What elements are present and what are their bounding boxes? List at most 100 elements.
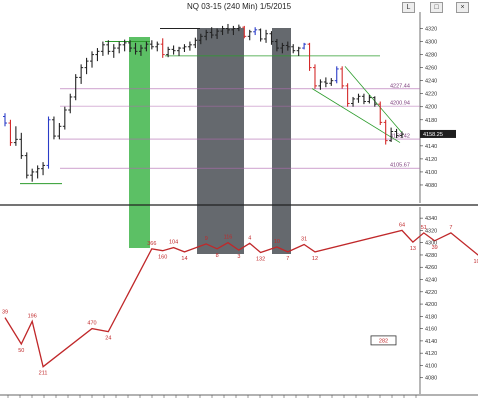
- price-bar: [111, 44, 116, 58]
- price-bar: [242, 25, 247, 39]
- zigzag-line: [4, 229, 478, 368]
- price-bar: [253, 27, 258, 36]
- y-tick-label: 4320: [425, 27, 437, 33]
- price-bar: [198, 33, 203, 45]
- price-bar: [117, 41, 122, 54]
- maximize-icon[interactable]: □: [430, 2, 443, 13]
- price-bar: [215, 28, 220, 39]
- y-tick-label: 4200: [425, 302, 437, 308]
- y-tick-label: 4260: [425, 265, 437, 271]
- price-bar: [95, 48, 100, 62]
- price-bar: [144, 41, 149, 52]
- chart-window-title: NQ 03-15 (240 Min) 1/5/2015: [186, 2, 292, 11]
- price-bar: [258, 28, 263, 42]
- price-bar: [133, 42, 138, 55]
- boxed-label-frame: [370, 335, 397, 346]
- y-tick-label: 4320: [425, 228, 437, 234]
- price-bar: [193, 37, 198, 49]
- price-bar: [171, 45, 176, 55]
- zigzag-label: 64: [399, 222, 405, 228]
- price-bar: [394, 128, 399, 139]
- y-tick-label: 4100: [425, 363, 437, 369]
- price-bar: [79, 64, 84, 84]
- price-bar: [351, 96, 356, 107]
- price-bar: [122, 39, 127, 52]
- price-bar: [128, 40, 133, 52]
- price-bar: [323, 77, 328, 88]
- price-bar: [46, 116, 51, 169]
- price-bar: [149, 40, 154, 50]
- price-bar: [24, 152, 29, 179]
- y-tick-label: 4080: [425, 376, 437, 382]
- price-bar: [264, 29, 269, 43]
- price-bar: [51, 116, 56, 140]
- price-bar: [106, 40, 111, 55]
- price-bar: [247, 29, 252, 41]
- gray-zone-right: [272, 28, 291, 254]
- y-tick-label: 4340: [425, 216, 437, 222]
- price-bar: [177, 46, 182, 56]
- price-bar: [361, 93, 366, 105]
- y-tick-label: 4280: [425, 53, 437, 59]
- top-price-axis: 4080410041204140416041804200422042404260…: [420, 27, 437, 189]
- y-tick-label: 4080: [425, 183, 437, 189]
- price-bar: [329, 78, 334, 86]
- price-bar: [62, 106, 67, 130]
- y-tick-label: 4180: [425, 118, 437, 124]
- channel-upper: [344, 66, 403, 134]
- price-bar: [383, 119, 388, 145]
- zigzag-label: 366: [147, 241, 156, 247]
- price-bar: [378, 101, 383, 125]
- price-bar: [296, 46, 301, 56]
- price-bars: [3, 23, 404, 182]
- price-bar: [13, 126, 18, 146]
- zigzag-label: 7: [286, 256, 289, 262]
- close-icon[interactable]: ×: [456, 2, 469, 13]
- price-bar: [285, 41, 290, 51]
- last-price-box: [420, 129, 456, 138]
- zigzag-label: 7: [449, 225, 452, 231]
- level-label: 4227.44: [390, 83, 410, 89]
- price-bar: [8, 119, 13, 146]
- lock-icon[interactable]: L: [402, 2, 415, 13]
- price-bar: [291, 44, 296, 54]
- price-bar: [187, 41, 192, 51]
- y-tick-label: 4240: [425, 79, 437, 85]
- y-tick-label: 4180: [425, 314, 437, 320]
- zigzag-label: 12: [312, 256, 318, 262]
- price-bar: [73, 74, 78, 101]
- price-bar: [90, 51, 95, 68]
- boxed-label: 282: [370, 335, 397, 346]
- zigzag-label: 4: [248, 235, 251, 241]
- price-bar: [389, 127, 394, 142]
- y-tick-label: 4220: [425, 290, 437, 296]
- price-bar: [340, 66, 345, 89]
- zigzag-label: 470: [87, 321, 96, 327]
- price-bar: [41, 162, 46, 176]
- price-bar: [356, 93, 361, 103]
- price-bar: [334, 66, 339, 84]
- y-tick-label: 4100: [425, 170, 437, 176]
- gray-zone-left: [197, 28, 244, 254]
- last-price-label: 4158.25: [423, 132, 443, 138]
- boxed-label-text: 282: [379, 338, 388, 344]
- price-bar: [204, 29, 209, 41]
- level-label: 4200.94: [390, 101, 410, 107]
- zigzag-label: 8: [216, 253, 219, 259]
- price-bar: [84, 57, 89, 75]
- zigzag-label: 160: [158, 255, 167, 261]
- horizontal-levels: 4227.44 4200.94 4150.42 4105.67: [60, 83, 420, 169]
- y-tick-label: 4160: [425, 327, 437, 333]
- price-bar: [302, 42, 307, 50]
- y-tick-label: 4200: [425, 105, 437, 111]
- zigzag-label: 9: [205, 236, 208, 242]
- price-bar: [231, 25, 236, 36]
- price-bar: [345, 83, 350, 107]
- zigzag-label: 14: [181, 256, 187, 262]
- price-bar: [400, 131, 404, 139]
- price-bar: [166, 46, 171, 58]
- time-axis-ticks: [7, 395, 417, 398]
- zigzag-series: [4, 229, 478, 368]
- price-bar: [138, 44, 143, 56]
- bottom-price-axis: 4080 4100 4120 4140 4160 4180 4200 4220 4240 4260…: [420, 216, 437, 382]
